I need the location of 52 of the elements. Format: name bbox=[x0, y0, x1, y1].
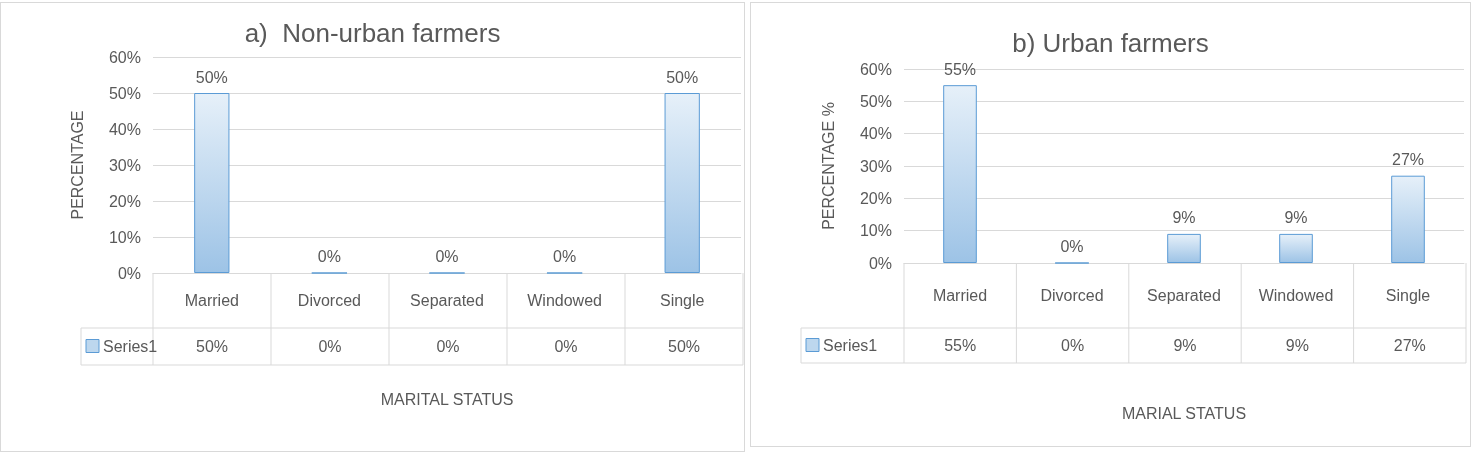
data-label: 0% bbox=[554, 338, 578, 355]
legend-label: Series1 bbox=[103, 338, 158, 355]
x-tick-label: Married bbox=[932, 287, 988, 304]
y-axis-title: PERCENTAGE % bbox=[819, 102, 837, 230]
y-tick-label: 40% bbox=[108, 120, 141, 138]
y-tick-label: 60% bbox=[859, 60, 892, 78]
x-tick-label: Divorced bbox=[1040, 287, 1104, 304]
data-label: 0% bbox=[436, 338, 460, 355]
data-label: 55% bbox=[944, 337, 977, 354]
text: 0% bbox=[317, 248, 341, 265]
x-tick-label: Single bbox=[659, 292, 705, 309]
text: 50% bbox=[195, 68, 228, 86]
x-tick-label: Single bbox=[1385, 287, 1431, 304]
text: 9% bbox=[1172, 209, 1196, 227]
text: 55% bbox=[943, 60, 977, 78]
data-label: 50% bbox=[195, 338, 229, 355]
x-axis-title: MARITAL STATUS bbox=[380, 390, 514, 408]
x-axis-title: MARIAL STATUS bbox=[1121, 404, 1247, 422]
x-tick-label: Divorced bbox=[297, 292, 361, 309]
text: 0% bbox=[553, 248, 577, 265]
y-tick-label: 20% bbox=[859, 189, 892, 207]
x-tick-label: Windowed bbox=[527, 292, 602, 309]
y-tick-label: 40% bbox=[859, 125, 892, 143]
y-tick-label: 50% bbox=[859, 92, 892, 110]
chart-title: a) Non-urban farmers bbox=[244, 18, 501, 48]
text: 0% bbox=[1060, 238, 1084, 255]
x-tick-label: Separated bbox=[1147, 287, 1221, 304]
text: 27% bbox=[1391, 151, 1425, 169]
data-label: 0% bbox=[318, 338, 342, 355]
data-label: 9% bbox=[1285, 337, 1309, 354]
y-tick-label: 30% bbox=[108, 156, 141, 174]
y-tick-label: 10% bbox=[859, 222, 892, 240]
chart-title: b) Urban farmers bbox=[1012, 28, 1209, 58]
legend-label: Series1 bbox=[823, 337, 878, 354]
text: 0% bbox=[435, 248, 459, 265]
data-label: 27% bbox=[1393, 337, 1426, 354]
data-label: 0% bbox=[1061, 337, 1085, 354]
text: 50% bbox=[666, 68, 699, 86]
x-tick-label: Separated bbox=[410, 292, 484, 309]
y-tick-label: 60% bbox=[108, 48, 141, 66]
y-tick-label: 0% bbox=[868, 254, 892, 272]
y-tick-label: 0% bbox=[117, 264, 141, 282]
x-tick-label: Windowed bbox=[1258, 287, 1334, 304]
y-tick-label: 30% bbox=[859, 157, 892, 175]
y-tick-label: 20% bbox=[108, 192, 141, 210]
y-tick-label: 50% bbox=[108, 84, 141, 102]
y-tick-label: 10% bbox=[108, 228, 141, 246]
data-label: 9% bbox=[1173, 337, 1197, 354]
x-tick-label: Married bbox=[184, 292, 239, 309]
y-axis-title: PERCENTAGE bbox=[68, 110, 86, 220]
text: 9% bbox=[1284, 209, 1308, 227]
data-label: 50% bbox=[667, 338, 701, 355]
